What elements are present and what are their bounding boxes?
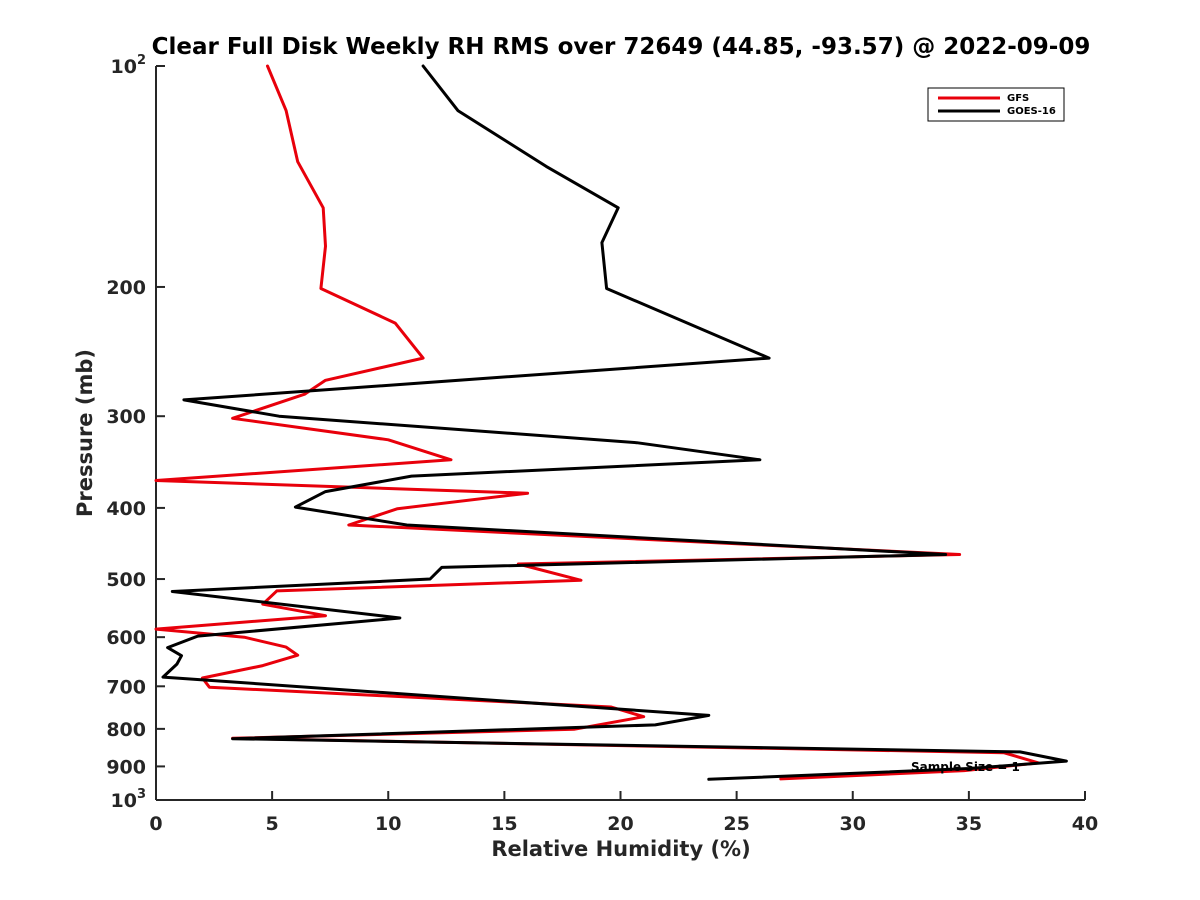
sample-size-annotation: Sample Size = 1 <box>911 760 1020 774</box>
chart-title: Clear Full Disk Weekly RH RMS over 72649… <box>152 34 1091 60</box>
x-tick-label: 5 <box>266 813 279 835</box>
x-tick-label: 20 <box>607 813 633 835</box>
series-line-gfs <box>154 64 1040 781</box>
legend-label-goes16: GOES-16 <box>1007 106 1056 117</box>
legend-label-gfs: GFS <box>1007 93 1029 104</box>
y-tick-label: 200 <box>106 277 146 299</box>
x-tick-label: 25 <box>723 813 749 835</box>
x-tick-label: 30 <box>840 813 866 835</box>
x-tick-label: 0 <box>149 813 162 835</box>
y-tick-label: 900 <box>106 756 146 778</box>
x-tick-label: 15 <box>491 813 517 835</box>
x-tick-label: 35 <box>956 813 982 835</box>
y-tick-label: 800 <box>106 719 146 741</box>
y-tick-label: 600 <box>106 627 146 649</box>
y-tick-label: 700 <box>106 676 146 698</box>
y-tick-label: 500 <box>106 569 146 591</box>
x-axis-label: Relative Humidity (%) <box>491 837 750 861</box>
x-tick-label: 40 <box>1072 813 1098 835</box>
legend: GFS GOES-16 <box>927 87 1065 122</box>
y-axis-label: Pressure (mb) <box>73 349 97 517</box>
y-tick-label: 300 <box>106 406 146 428</box>
x-tick-label: 10 <box>375 813 401 835</box>
y-tick-label: 400 <box>106 498 146 520</box>
series-line-goes-16 <box>161 64 1068 781</box>
plot-area: 0 5 10 15 20 25 30 35 40102200300400500600700800… <box>106 53 1098 835</box>
legend-box <box>927 87 1065 122</box>
